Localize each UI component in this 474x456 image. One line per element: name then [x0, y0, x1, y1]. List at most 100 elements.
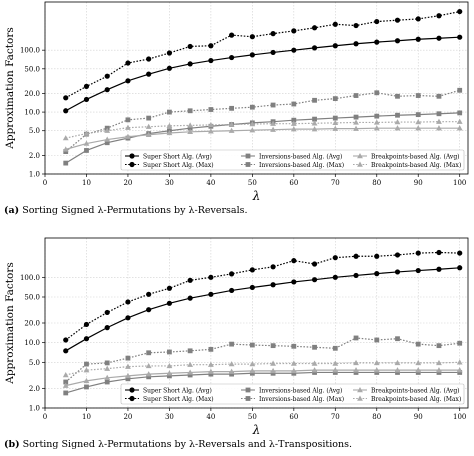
chart-a-series-4: [62, 125, 463, 152]
chart-a-series-0: [63, 34, 463, 114]
chart-a-series-4-point-4: [145, 131, 152, 137]
chart-b-series-0-point-11: [291, 279, 297, 285]
caption-a: (a) Sorting Signed λ-Permutations by λ-R…: [4, 205, 248, 216]
chart-b-series-5-point-2: [104, 365, 111, 371]
chart-b-series-4-point-19: [456, 367, 463, 373]
chart-b-series-2-point-12: [312, 370, 317, 375]
caption-a-text: Sorting Signed λ-Permutations by λ-Rever…: [22, 205, 248, 216]
chart-b-ytick-label-6: 100.0: [20, 274, 40, 282]
chart-a-legend-box: [120, 149, 465, 171]
chart-b-ytick-label-4: 20.0: [24, 320, 40, 328]
chart-a-series-4-point-8: [228, 127, 235, 133]
chart-a-series-0-point-4: [146, 71, 152, 77]
chart-b-xtick-label-10: 100: [453, 413, 466, 421]
chart-a-series-3-point-17: [415, 93, 421, 98]
chart-b-series-4: [62, 367, 463, 388]
chart-a-series-3-point-5: [167, 109, 172, 115]
chart-a-series-0-point-14: [353, 41, 359, 47]
chart-b-xtick-label-0: 0: [43, 413, 47, 421]
chart-b-series-1-point-12: [311, 261, 318, 267]
chart-a-legend-marker-3: [245, 162, 251, 167]
chart-a-series-5-point-1: [83, 130, 90, 136]
chart-a-series-1-point-19: [457, 8, 463, 15]
chart-a-series-5-point-0: [62, 135, 69, 141]
chart-b-series-4-point-17: [415, 367, 422, 373]
caption-a-label: (a): [4, 205, 20, 216]
chart-a-series-5-point-14: [353, 119, 359, 125]
chart-b-series-0-point-10: [270, 282, 276, 288]
chart-b-series-4-point-0: [62, 382, 69, 388]
chart-b-series-2-point-11: [291, 370, 297, 376]
chart-a-series-3-point-15: [374, 90, 380, 96]
chart-b-series-3-point-8: [229, 341, 235, 347]
chart-b-series-1-point-15: [374, 253, 380, 259]
chart-a-series-5-point-19: [456, 118, 463, 124]
chart-b-series-1-point-19: [457, 250, 463, 256]
chart-b-series-0-point-1: [83, 336, 90, 342]
chart-b-series-5-point-8: [228, 361, 235, 367]
chart-a-series-0-point-16: [394, 38, 401, 44]
chart-a-xtick-label-9: 90: [414, 179, 423, 187]
chart-b-ytick-label-0: 1.0: [29, 405, 40, 413]
chart-b-series-3-point-2: [104, 360, 110, 366]
chart-b-series-3-point-6: [187, 348, 193, 354]
chart-b-series-5-point-10: [270, 360, 276, 366]
chart-a-series-0-point-11: [291, 47, 297, 53]
chart-b-xtick-label-2: 20: [123, 413, 132, 421]
chart-b-series-5-point-16: [394, 359, 401, 366]
chart-b-series-2-point-15: [374, 370, 380, 375]
chart-a-series-1-point-4: [146, 56, 152, 62]
chart-a-series-4-point-10: [270, 126, 276, 132]
chart-a-series-2-point-13: [332, 115, 338, 121]
chart-b-series-2-point-18: [436, 370, 442, 375]
chart-b-series-0-point-15: [374, 271, 380, 277]
chart-b-series-3-point-17: [415, 341, 421, 347]
chart-b-series-0: [63, 265, 463, 354]
chart-a-series-0-point-10: [270, 49, 276, 56]
chart-b-legend-label-3: Inversions-based Alg. (Max): [259, 396, 344, 403]
chart-b-series-2-point-17: [415, 370, 421, 375]
chart-a-series-5-point-11: [290, 120, 297, 126]
chart-a-legend-label-2: Inversions-based Alg. (Avg): [259, 153, 342, 160]
chart-b-series-1-point-10: [270, 264, 276, 270]
chart-b-series-0-point-12: [311, 277, 318, 283]
chart-a-series-4-point-12: [311, 126, 318, 132]
chart-a-series-2-line: [65, 112, 460, 164]
chart-a-series-4-point-11: [290, 126, 297, 132]
chart-a-xtick-label-6: 60: [289, 179, 298, 187]
chart-a-series-3: [63, 87, 463, 155]
chart-b-series-3-point-18: [436, 343, 442, 349]
caption-b-text: Sorting Signed λ-Permutations by λ-Rever…: [22, 439, 352, 450]
chart-b-legend-marker-5: [357, 395, 363, 401]
chart-a-series-5: [62, 118, 463, 141]
chart-a-series-0-point-18: [436, 35, 442, 41]
chart-b-series-3-point-1: [84, 361, 89, 367]
chart-a-series-4-point-14: [353, 125, 359, 131]
chart-a-series-4-point-17: [415, 125, 422, 131]
chart-b-legend-marker-4: [357, 387, 363, 393]
chart-b-ytick-label-1: 2.0: [29, 385, 40, 393]
chart-b-series-4-point-12: [311, 367, 318, 373]
chart-a-series-3-point-13: [332, 96, 338, 102]
chart-a-legend-label-3: Inversions-based Alg. (Max): [259, 162, 344, 169]
chart-b-xtick-label-9: 90: [414, 413, 423, 421]
chart-b-series-2-point-2: [104, 379, 110, 385]
chart-b-series-1: [63, 249, 463, 343]
chart-a-series-0-point-9: [249, 52, 255, 58]
chart-a-series-1-point-15: [374, 18, 380, 25]
chart-a-ytick-label-5: 50.0: [24, 65, 40, 73]
chart-b-series-2-point-5: [167, 373, 172, 379]
chart-b-series-1-point-4: [146, 291, 152, 297]
chart-a-series-4-point-6: [187, 128, 194, 135]
chart-a-series-1-point-9: [249, 34, 255, 40]
chart-b-series-0-point-6: [187, 295, 193, 301]
chart-b-series-5-point-19: [456, 359, 463, 365]
chart-a-series-5-point-2: [104, 127, 111, 133]
chart-b-series-1-point-8: [229, 271, 235, 277]
chart-b-series-0-point-2: [104, 325, 110, 331]
chart-b-series-2-line: [65, 371, 460, 394]
chart-a-series-1-point-8: [229, 32, 235, 38]
chart-b-series-5-point-15: [373, 359, 380, 366]
chart-b-legend-marker-1: [129, 395, 135, 402]
chart-a-series-2-point-15: [374, 113, 380, 119]
